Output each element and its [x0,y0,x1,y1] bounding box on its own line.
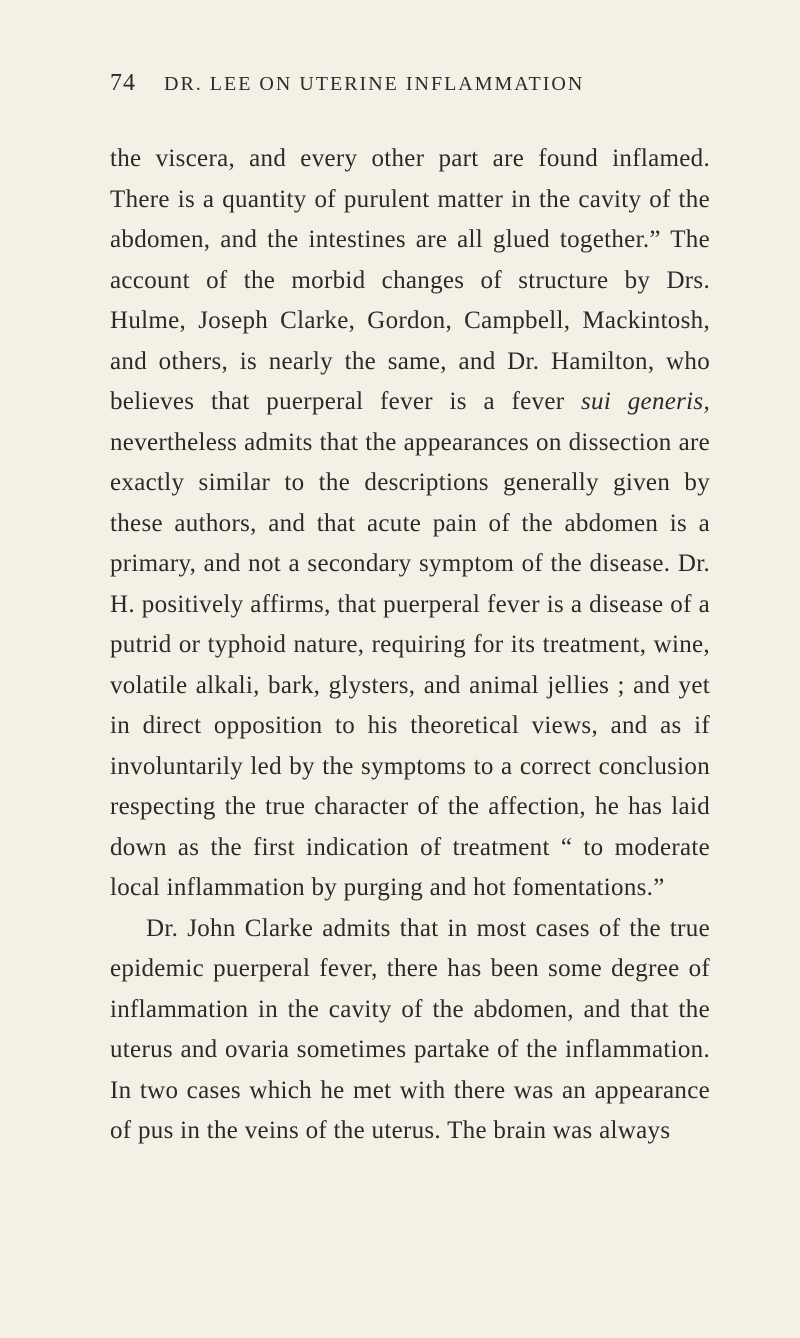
body-text: the viscera, and every other part are fo… [110,139,710,1152]
paragraph-1-part-b: nevertheless admits that the appearances… [110,429,710,902]
latin-phrase-sui-generis: sui generis, [581,388,710,415]
paragraph-2: Dr. John Clarke admits that in most case… [110,909,710,1152]
page-header: 74 DR. LEE ON UTERINE INFLAMMATION [110,70,710,97]
paragraph-1: the viscera, and every other part are fo… [110,139,710,909]
paragraph-1-part-a: the viscera, and every other part are fo… [110,145,710,415]
page: 74 DR. LEE ON UTERINE INFLAMMATION the v… [0,0,800,1338]
page-number: 74 [110,70,136,97]
running-head: DR. LEE ON UTERINE INFLAMMATION [164,73,584,96]
